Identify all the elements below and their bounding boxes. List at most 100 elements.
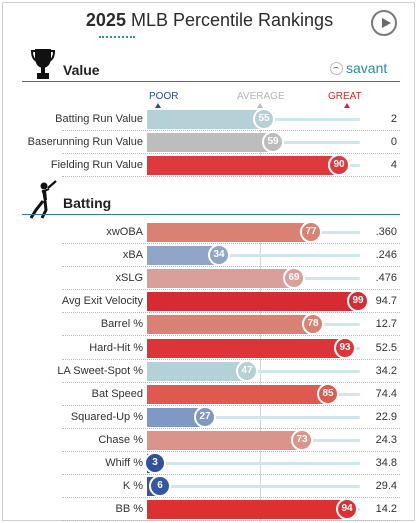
metric-label: Chase % — [98, 434, 143, 446]
percentile-bar — [147, 223, 311, 242]
title-underline — [99, 36, 135, 38]
metric-value: 52.5 — [375, 342, 397, 354]
metric-value: 22.9 — [375, 411, 397, 423]
metric-label: Batting Run Value — [55, 113, 143, 125]
percentile-track — [247, 370, 360, 373]
percentile-track — [328, 393, 360, 396]
metric-value: .360 — [375, 226, 397, 238]
row-separator — [62, 382, 400, 383]
savant-logo: savant — [330, 60, 387, 76]
percentile-bubble[interactable]: 69 — [283, 267, 305, 289]
percentile-track — [302, 439, 360, 442]
percentile-bubble[interactable]: 59 — [262, 131, 284, 153]
percentile-bar — [147, 500, 347, 519]
percentile-track — [273, 141, 360, 144]
metric-label: xwOBA — [106, 226, 143, 238]
scale-average-label: AVERAGE — [237, 91, 285, 102]
metric-value: 24.3 — [375, 434, 397, 446]
percentile-bubble[interactable]: 99 — [347, 290, 369, 312]
metric-value: .476 — [375, 272, 397, 284]
percentile-bubble[interactable]: 27 — [194, 406, 216, 428]
row-separator — [62, 266, 400, 267]
percentile-bar — [147, 110, 264, 129]
percentile-bubble[interactable]: 55 — [253, 108, 275, 130]
title-text: MLB Percentile Rankings — [130, 10, 334, 30]
metric-value: 94.7 — [375, 295, 397, 307]
metric-value: 29.4 — [375, 480, 397, 492]
percentile-bubble[interactable]: 77 — [300, 221, 322, 243]
percentile-bubble[interactable]: 47 — [236, 360, 258, 382]
percentile-bubble[interactable]: 73 — [291, 429, 313, 451]
metric-label: Squared-Up % — [70, 411, 143, 423]
batter-icon — [29, 180, 57, 219]
row-separator — [62, 359, 400, 360]
percentile-bubble[interactable]: 6 — [149, 475, 171, 497]
row-separator — [62, 130, 400, 131]
metric-value: 4 — [390, 159, 397, 171]
savant-text: savant — [346, 60, 388, 76]
row-separator — [62, 289, 400, 290]
metric-label: xSLG — [115, 272, 143, 284]
percentile-bubble[interactable]: 34 — [208, 244, 230, 266]
percentile-bar — [147, 362, 247, 381]
percentile-bubble[interactable]: 3 — [144, 452, 166, 474]
percentile-track — [294, 277, 360, 280]
percentile-track — [205, 416, 360, 419]
scale-average-marker — [257, 103, 263, 108]
title-year: 2025 — [85, 10, 126, 30]
section-title-batting: Batting — [63, 195, 112, 211]
percentile-bar — [147, 269, 294, 288]
percentile-track — [155, 462, 360, 465]
percentile-bar — [147, 246, 219, 265]
metric-value: 2 — [390, 113, 397, 125]
metric-label: Hard-Hit % — [89, 342, 143, 354]
percentile-bubble[interactable]: 78 — [302, 313, 324, 335]
scale-poor-marker — [155, 103, 161, 108]
metric-label: Barrel % — [100, 318, 143, 330]
percentile-bar — [147, 133, 273, 152]
metric-value: 74.4 — [375, 388, 397, 400]
row-separator — [62, 312, 400, 313]
percentile-bar — [147, 292, 358, 311]
percentile-track — [219, 254, 360, 257]
percentile-bar — [147, 385, 328, 404]
metric-value: 34.2 — [375, 365, 397, 377]
row-separator — [62, 176, 400, 177]
percentile-bar — [147, 156, 339, 175]
percentile-bar — [147, 431, 302, 450]
percentile-bar — [147, 408, 205, 427]
metric-label: Fielding Run Value — [50, 159, 143, 171]
percentile-bubble[interactable]: 93 — [334, 337, 356, 359]
section-divider-batting — [22, 214, 400, 215]
scale-poor-label: POOR — [149, 91, 179, 102]
row-separator — [62, 405, 400, 406]
metric-label: Avg Exit Velocity — [61, 295, 143, 307]
scale-great-label: GREAT — [328, 91, 362, 102]
percentile-track — [311, 231, 360, 234]
metric-label: K % — [122, 480, 143, 492]
metric-value: 0 — [390, 136, 397, 148]
metric-label: Whiff % — [105, 457, 143, 469]
play-button-icon[interactable] — [371, 10, 397, 36]
row-separator — [62, 520, 400, 521]
percentile-bar — [147, 315, 313, 334]
metric-value: 34.8 — [375, 457, 397, 469]
percentile-track — [160, 485, 360, 488]
percentile-track — [264, 118, 360, 121]
metric-label: BB % — [115, 503, 143, 515]
row-separator — [62, 428, 400, 429]
row-separator — [62, 474, 400, 475]
percentile-bubble[interactable]: 94 — [336, 498, 358, 520]
row-separator — [62, 153, 400, 154]
metric-label: xBA — [122, 249, 143, 261]
section-divider-value — [22, 81, 400, 82]
percentile-bubble[interactable]: 90 — [328, 154, 350, 176]
metric-value: .246 — [375, 249, 397, 261]
metric-label: LA Sweet-Spot % — [57, 365, 143, 377]
baseball-icon — [330, 62, 343, 75]
percentile-bubble[interactable]: 85 — [317, 383, 339, 405]
metric-value: 14.2 — [375, 503, 397, 515]
metric-label: Bat Speed — [91, 388, 143, 400]
row-separator — [62, 451, 400, 452]
trophy-icon — [31, 49, 55, 79]
